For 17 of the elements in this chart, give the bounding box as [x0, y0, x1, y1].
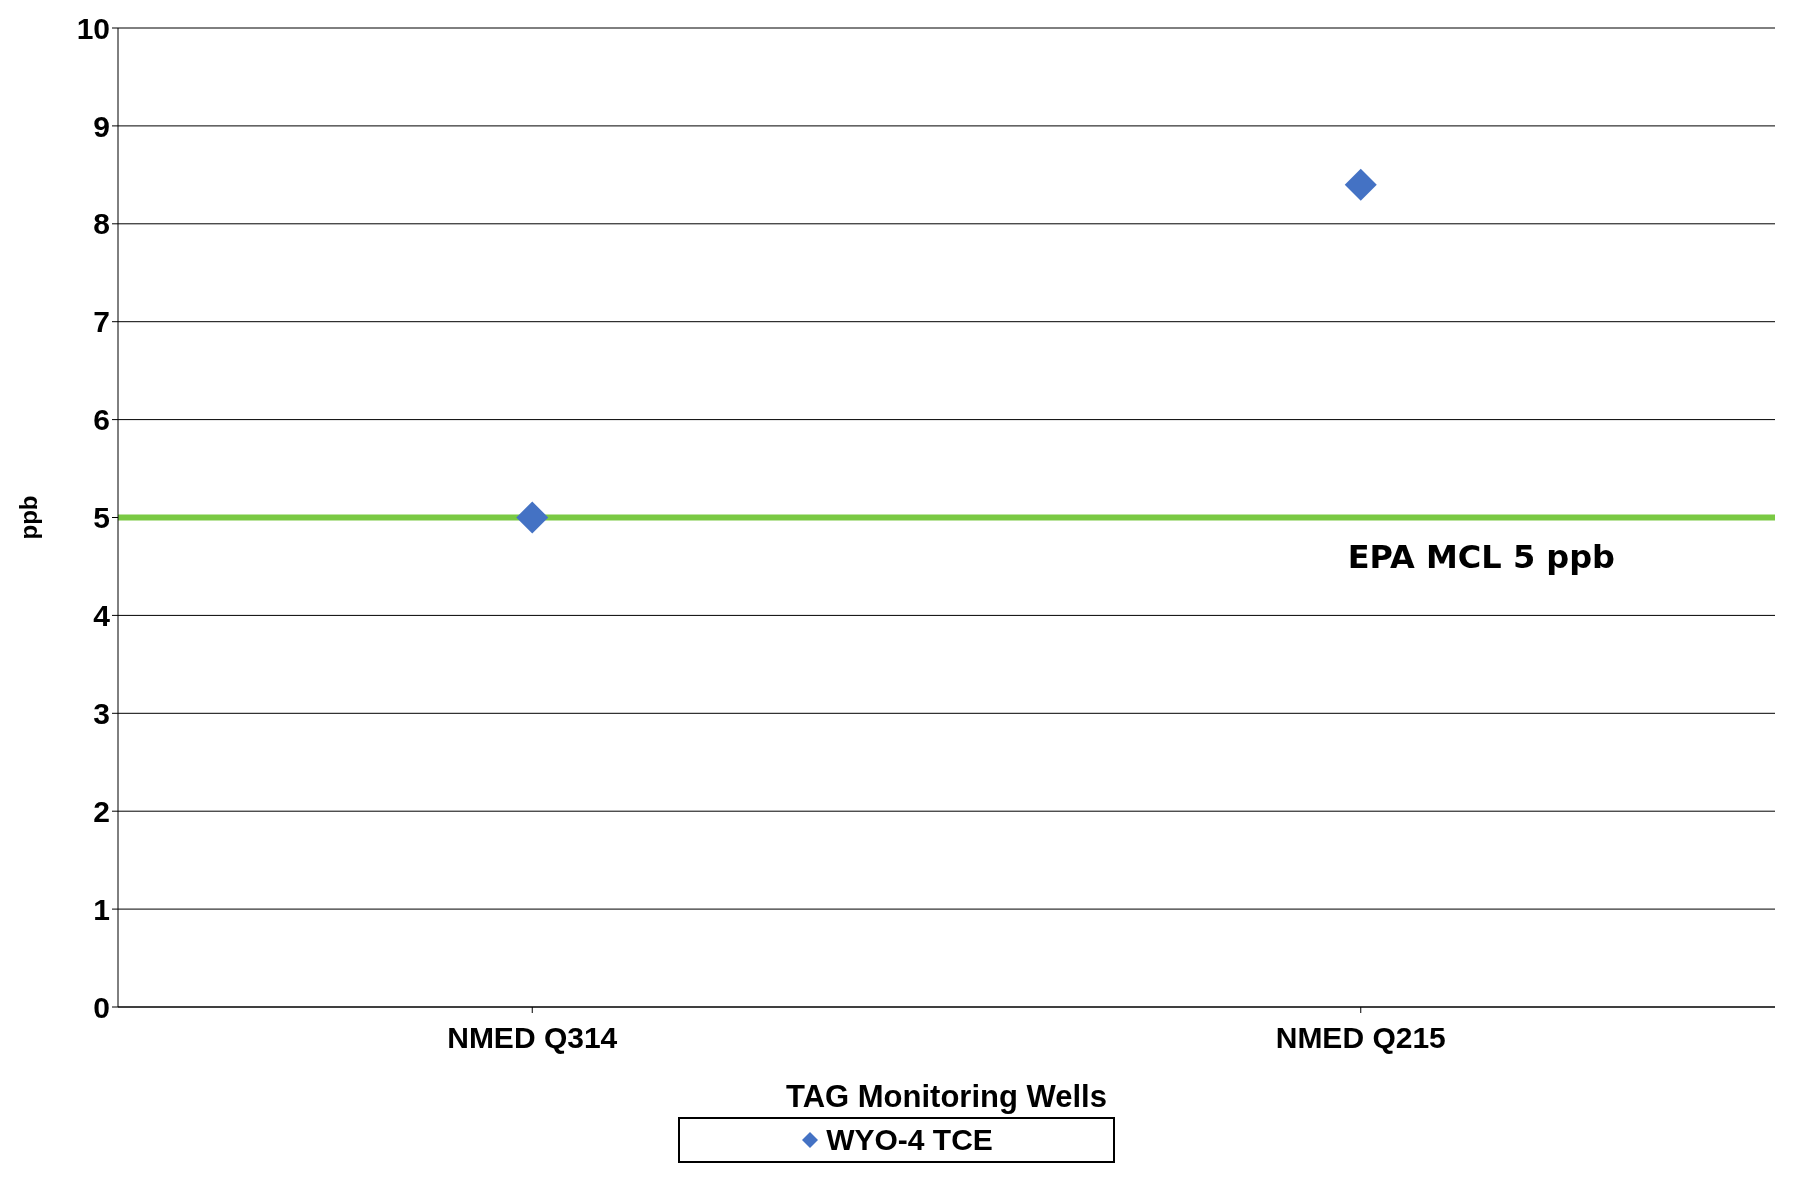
y-tick-label: 9	[93, 109, 110, 143]
x-axis-title: TAG Monitoring Wells	[786, 1079, 1107, 1114]
x-tick-label: NMED Q215	[1275, 1021, 1446, 1055]
y-tick-label: 10	[76, 11, 110, 45]
y-axis-title: ppb	[14, 495, 42, 540]
y-tick-label: 7	[93, 305, 110, 339]
y-tick-label: 3	[93, 696, 110, 730]
x-tick-label: NMED Q314	[447, 1021, 618, 1055]
y-tick-label: 5	[93, 501, 110, 535]
legend-label: WYO-4 TCE	[826, 1123, 993, 1157]
ref-line-label: EPA MCL 5 ppb	[1347, 537, 1615, 576]
y-tick-label: 0	[93, 990, 110, 1024]
y-tick-label: 2	[93, 794, 110, 828]
y-tick-label: 1	[93, 892, 110, 926]
y-tick-label: 6	[93, 403, 110, 437]
y-tick-label: 4	[93, 599, 111, 633]
y-tick-label: 8	[93, 207, 110, 241]
